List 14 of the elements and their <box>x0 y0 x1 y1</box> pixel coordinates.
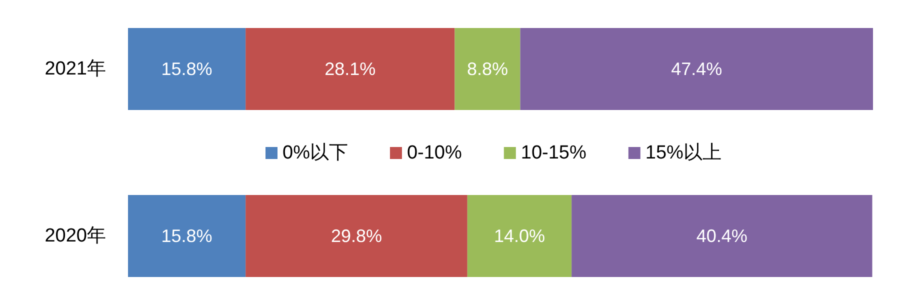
data-label: 14.0% <box>494 226 545 246</box>
legend-label: 10-15% <box>520 142 586 164</box>
legend-label: 0%以下 <box>282 142 348 164</box>
y-tick-label: 2021年 <box>44 58 106 80</box>
y-tick-label: 2020年 <box>44 226 106 246</box>
data-label: 15.8% <box>161 226 212 246</box>
data-label: 28.1% <box>324 59 376 79</box>
legend-label: 0-10% <box>406 142 462 164</box>
legend-label: 15%以上 <box>645 142 722 164</box>
data-label: 47.4% <box>671 59 722 79</box>
data-label: 29.8% <box>330 226 382 246</box>
data-label: 15.8% <box>161 59 212 79</box>
data-label: 8.8% <box>466 59 508 79</box>
data-label: 40.4% <box>696 226 748 246</box>
